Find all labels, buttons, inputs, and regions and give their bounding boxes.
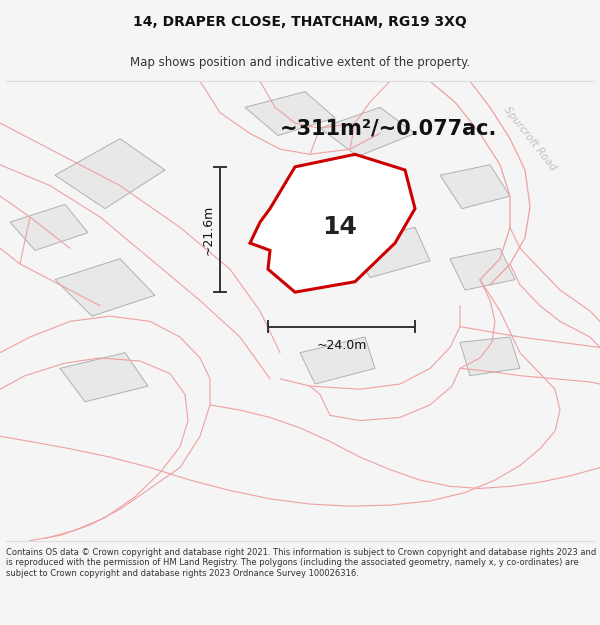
Polygon shape [245,92,335,136]
Polygon shape [10,204,88,251]
Polygon shape [440,165,510,209]
Polygon shape [300,337,375,384]
Polygon shape [320,107,415,156]
Polygon shape [250,154,415,292]
Polygon shape [60,352,148,402]
Text: ~24.0m: ~24.0m [316,339,367,352]
Polygon shape [55,259,155,316]
Polygon shape [450,248,515,290]
Text: Contains OS data © Crown copyright and database right 2021. This information is : Contains OS data © Crown copyright and d… [6,548,596,578]
Polygon shape [55,139,165,209]
Polygon shape [350,228,430,278]
Text: 14, DRAPER CLOSE, THATCHAM, RG19 3XQ: 14, DRAPER CLOSE, THATCHAM, RG19 3XQ [133,16,467,29]
Text: Spurcroft Road: Spurcroft Road [502,105,558,172]
Text: Map shows position and indicative extent of the property.: Map shows position and indicative extent… [130,56,470,69]
Polygon shape [460,337,520,376]
Text: 14: 14 [323,216,358,239]
Text: ~311m²/~0.077ac.: ~311m²/~0.077ac. [280,118,497,138]
Text: ~21.6m: ~21.6m [202,204,215,254]
